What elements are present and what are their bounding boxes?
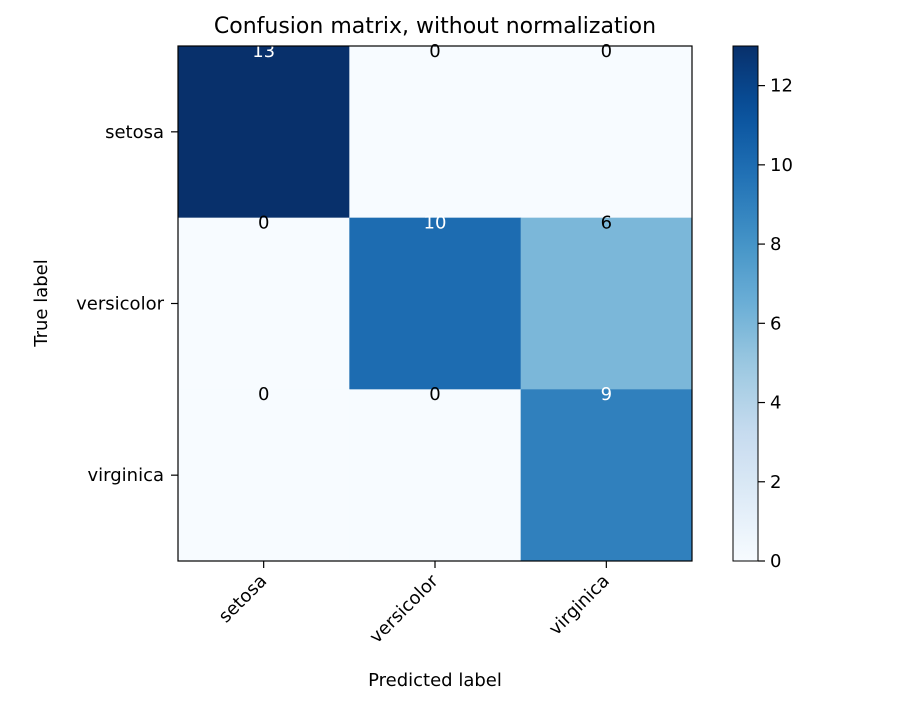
heatmap-cell xyxy=(520,217,693,390)
y-axis-label: True label xyxy=(31,259,52,348)
cell-value-label: 0 xyxy=(429,384,440,405)
cell-value-label: 6 xyxy=(601,213,612,234)
heatmap-cell xyxy=(349,217,522,390)
y-axis-ticks: setosa versicolor virginica xyxy=(76,122,178,486)
heatmap-cells xyxy=(178,46,693,562)
colorbar-tick-label: 10 xyxy=(770,155,793,176)
y-tick-label: virginica xyxy=(88,465,165,486)
colorbar xyxy=(732,45,759,562)
colorbar-tick-label: 12 xyxy=(770,76,793,97)
chart-title: Confusion matrix, without normalization xyxy=(214,14,656,39)
heatmap-cell xyxy=(178,217,350,390)
cell-value-label: 0 xyxy=(258,384,269,405)
heatmap-cell xyxy=(520,389,693,562)
cell-value-label: 9 xyxy=(601,384,612,405)
cell-value-label: 0 xyxy=(601,41,612,62)
y-tick-label: setosa xyxy=(105,122,164,143)
heatmap-cell xyxy=(349,389,522,562)
colorbar-tick-label: 4 xyxy=(770,393,781,414)
heatmap-cell-labels: 13 0 0 0 10 6 0 0 9 xyxy=(252,41,612,405)
heatmap-cell xyxy=(349,46,522,219)
colorbar-tick-label: 6 xyxy=(770,313,781,334)
colorbar-ticks: 0 2 4 6 8 10 12 xyxy=(758,76,793,572)
colorbar-tick-label: 0 xyxy=(770,551,781,572)
heatmap-cell xyxy=(178,389,350,562)
colorbar-tick-label: 8 xyxy=(770,234,781,255)
x-tick-label: virginica xyxy=(545,571,614,640)
x-axis-ticks: setosa versicolor virginica xyxy=(215,561,614,648)
heatmap-cell xyxy=(520,46,693,219)
x-axis-label: Predicted label xyxy=(368,670,502,691)
cell-value-label: 10 xyxy=(424,213,447,234)
cell-value-label: 0 xyxy=(258,213,269,234)
heatmap-cell xyxy=(178,46,350,219)
x-tick-label: versicolor xyxy=(366,570,443,647)
x-tick-label: setosa xyxy=(215,571,272,628)
colorbar-tick-label: 2 xyxy=(770,472,781,493)
cell-value-label: 13 xyxy=(252,41,275,62)
cell-value-label: 0 xyxy=(429,41,440,62)
y-tick-label: versicolor xyxy=(76,294,164,315)
